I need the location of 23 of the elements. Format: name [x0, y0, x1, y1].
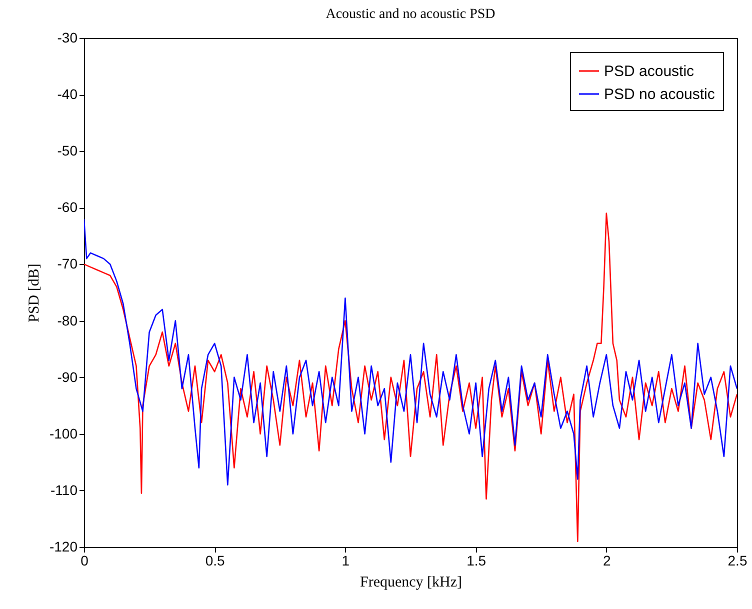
y-tick-label: -110: [50, 482, 78, 498]
y-tick-label: -100: [49, 425, 78, 442]
x-tick-label: 0.5: [205, 552, 226, 568]
y-tick-label: -90: [57, 368, 78, 385]
y-tick-label: -60: [57, 199, 78, 216]
legend-label: PSD no acoustic: [604, 86, 716, 103]
legend-label: PSD acoustic: [604, 63, 695, 80]
x-tick-label: 1: [342, 552, 350, 568]
y-tick-label: -50: [57, 142, 78, 159]
x-tick-label: 2.5: [728, 552, 748, 568]
x-tick-label: 1.5: [466, 552, 486, 568]
y-axis-title: PSD [dB]: [26, 264, 42, 322]
line-series: [84, 218, 737, 486]
x-axis-title: Frequency [kHz]: [360, 574, 462, 590]
line-series: [84, 212, 737, 542]
x-tick-label: 2: [603, 552, 611, 568]
y-tick-label: -80: [57, 312, 78, 328]
y-tick-label: -30: [57, 30, 78, 46]
chart-title: Acoustic and no acoustic PSD: [326, 7, 496, 22]
x-tick-label: 0: [80, 552, 89, 568]
y-tick-label: -40: [57, 86, 78, 102]
y-tick-label: -120: [49, 538, 78, 554]
y-tick-label: -70: [57, 256, 78, 272]
